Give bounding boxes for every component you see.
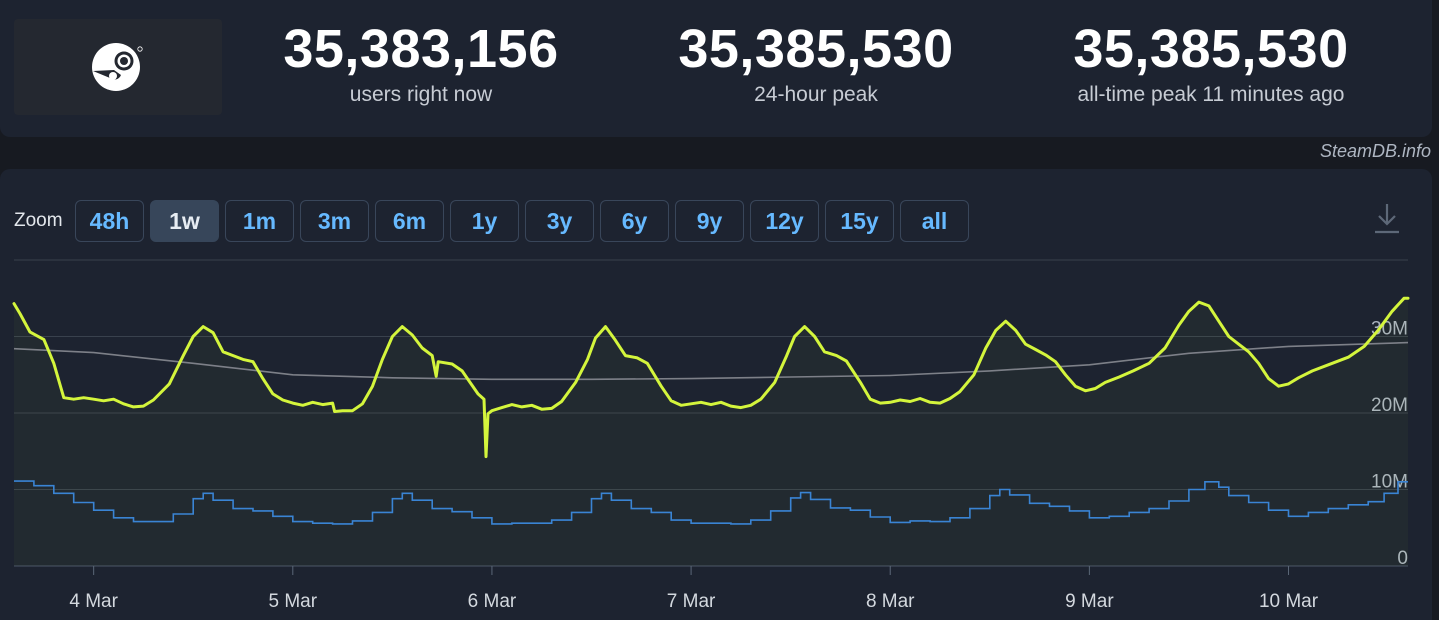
- zoom-12y-button[interactable]: 12y: [750, 200, 819, 242]
- download-icon: [1375, 204, 1399, 234]
- users-online-line: [12, 296, 1410, 459]
- zoom-label: Zoom: [14, 210, 63, 231]
- zoom-1m-button[interactable]: 1m: [225, 200, 294, 242]
- zoom-6y-button[interactable]: 6y: [600, 200, 669, 242]
- in-game-line: [14, 480, 1408, 525]
- steam-logo[interactable]: [14, 19, 222, 115]
- x-tick-label: 5 Mar: [269, 591, 318, 612]
- steamdb-credit[interactable]: SteamDB.info: [1319, 141, 1431, 161]
- stats-panel: 35,383,156 users right now 35,385,530 24…: [0, 0, 1432, 137]
- x-tick-label: 6 Mar: [468, 591, 517, 612]
- stat-users-now: 35,383,156 users right now: [231, 18, 611, 108]
- stat-all-time-peak: 35,385,530 all-time peak 11 minutes ago: [1021, 18, 1401, 108]
- zoom-9y-button[interactable]: 9y: [675, 200, 744, 242]
- y-tick-label: 0: [1397, 548, 1408, 569]
- x-tick-label: 4 Mar: [69, 591, 118, 612]
- stat-24h-peak: 35,385,530 24-hour peak: [626, 18, 1006, 108]
- zoom-6m-button[interactable]: 6m: [375, 200, 444, 242]
- download-button[interactable]: [1370, 200, 1404, 236]
- y-tick-label: 20M: [1371, 395, 1408, 416]
- x-tick-label: 8 Mar: [866, 591, 915, 612]
- steam-logo-icon: [92, 43, 143, 91]
- chart-panel: [0, 169, 1432, 620]
- y-tick-label: 30M: [1371, 319, 1408, 340]
- zoom-3m-button[interactable]: 3m: [300, 200, 369, 242]
- zoom-all-button[interactable]: all: [900, 200, 969, 242]
- stat-label: users right now: [349, 83, 493, 106]
- zoom-1y-button[interactable]: 1y: [450, 200, 519, 242]
- x-tick-label: 7 Mar: [667, 591, 716, 612]
- zoom-48h-button[interactable]: 48h: [75, 200, 144, 242]
- zoom-1w-button[interactable]: 1w: [150, 200, 219, 242]
- x-tick-label: 9 Mar: [1065, 591, 1114, 612]
- stat-value: 35,385,530: [1073, 19, 1349, 79]
- zoom-15y-button[interactable]: 15y: [825, 200, 894, 242]
- stat-label: 24-hour peak: [754, 83, 878, 106]
- zoom-3y-button[interactable]: 3y: [525, 200, 594, 242]
- users-area-fill: [14, 298, 1408, 566]
- x-tick-label: 10 Mar: [1259, 591, 1319, 612]
- stat-value: 35,383,156: [283, 19, 559, 79]
- stat-label: all-time peak 11 minutes ago: [1077, 83, 1345, 106]
- stat-value: 35,385,530: [678, 19, 954, 79]
